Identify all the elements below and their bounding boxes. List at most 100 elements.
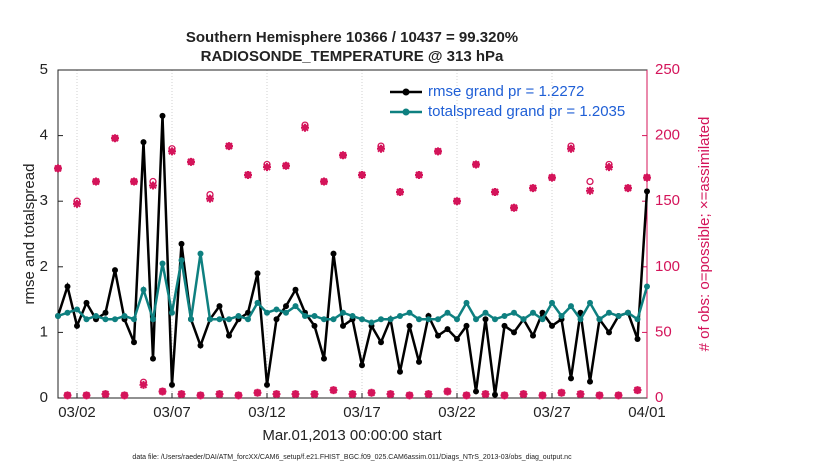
series-point bbox=[207, 316, 213, 323]
assimilated-marker bbox=[111, 134, 119, 143]
series-point bbox=[140, 139, 147, 146]
series-point bbox=[587, 299, 593, 306]
series-point bbox=[501, 313, 508, 319]
series-point bbox=[235, 313, 242, 319]
series-point bbox=[93, 313, 99, 319]
series-point bbox=[530, 332, 536, 339]
series-point bbox=[463, 299, 470, 306]
assimilated-marker bbox=[120, 391, 129, 400]
assimilated-marker bbox=[263, 163, 271, 172]
assimilated-marker bbox=[557, 388, 566, 397]
assimilated-marker bbox=[633, 386, 642, 395]
assimilated-marker bbox=[149, 181, 157, 190]
series-point bbox=[511, 309, 517, 316]
assimilated-marker bbox=[92, 177, 100, 186]
series-point bbox=[74, 322, 80, 329]
series-point bbox=[112, 316, 118, 323]
series-point bbox=[463, 322, 470, 329]
series-point bbox=[64, 309, 71, 316]
y-tick-label: 0 bbox=[40, 389, 48, 406]
assimilated-marker bbox=[462, 391, 471, 400]
series-point bbox=[159, 260, 166, 267]
series-point bbox=[568, 303, 574, 310]
assimilated-marker bbox=[529, 184, 537, 193]
series-point bbox=[568, 375, 574, 382]
series-point bbox=[140, 286, 147, 293]
x-tick-label: 03/22 bbox=[438, 404, 476, 421]
assimilated-marker bbox=[282, 161, 290, 170]
assimilated-marker bbox=[386, 390, 395, 399]
series-point bbox=[444, 309, 451, 316]
y-axis-label: rmse and totalspread bbox=[21, 164, 38, 305]
series-point bbox=[416, 358, 422, 365]
assimilated-marker bbox=[101, 390, 110, 399]
series-point bbox=[102, 316, 109, 323]
series-point bbox=[112, 267, 118, 274]
series-point bbox=[254, 270, 261, 277]
series-point bbox=[587, 378, 593, 385]
assimilated-marker bbox=[215, 390, 224, 399]
x-tick-label: 03/12 bbox=[248, 404, 286, 421]
y-tick-label: 3 bbox=[40, 192, 48, 209]
assimilated-marker bbox=[576, 390, 585, 399]
assimilated-marker bbox=[196, 391, 205, 400]
series-point bbox=[444, 326, 451, 333]
assimilated-marker bbox=[272, 390, 281, 399]
assimilated-marker bbox=[63, 391, 72, 400]
series-point bbox=[549, 299, 555, 306]
assimilated-marker bbox=[54, 164, 62, 173]
series-point bbox=[435, 332, 441, 339]
series-point bbox=[245, 316, 251, 323]
assimilated-marker bbox=[538, 391, 547, 400]
assimilated-marker bbox=[453, 197, 461, 206]
series-point bbox=[644, 188, 650, 195]
assimilated-marker bbox=[206, 194, 214, 203]
assimilated-marker bbox=[643, 173, 651, 182]
y-tick-label: 2 bbox=[40, 258, 48, 275]
series-line bbox=[56, 115, 649, 395]
series-point bbox=[625, 309, 631, 316]
series-point bbox=[549, 322, 555, 329]
assimilated-marker bbox=[348, 390, 357, 399]
series-point bbox=[340, 309, 346, 316]
series-point bbox=[634, 316, 641, 323]
series-point bbox=[378, 316, 384, 323]
series-point bbox=[283, 303, 289, 310]
assimilated-marker bbox=[415, 170, 423, 179]
series-point bbox=[321, 355, 327, 362]
series-point bbox=[577, 316, 584, 323]
assimilated-marker bbox=[253, 388, 262, 397]
series-point bbox=[292, 286, 299, 293]
x-tick-label: 03/27 bbox=[533, 404, 571, 421]
assimilated-marker bbox=[320, 177, 328, 186]
assimilated-marker bbox=[472, 160, 480, 169]
assimilated-marker bbox=[177, 390, 186, 399]
series-point bbox=[178, 257, 185, 264]
series-point bbox=[121, 313, 128, 319]
assimilated-marker bbox=[187, 157, 195, 166]
assimilated-marker bbox=[396, 188, 404, 197]
assimilated-marker bbox=[130, 177, 138, 186]
series-point bbox=[644, 283, 650, 290]
assimilated-marker bbox=[358, 170, 366, 179]
assimilated-marker bbox=[519, 390, 528, 399]
series-point bbox=[102, 309, 109, 316]
assimilated-marker bbox=[434, 147, 442, 156]
series-point bbox=[359, 362, 365, 369]
y2-axis-label: # of obs: o=possible; ×=assimilated bbox=[696, 117, 713, 352]
legend-label: rmse grand pr = 1.2272 bbox=[428, 83, 584, 100]
series-point bbox=[406, 309, 413, 316]
series-point bbox=[340, 322, 346, 329]
series-point bbox=[359, 316, 365, 323]
series-point bbox=[482, 316, 489, 323]
series-point bbox=[311, 322, 318, 329]
series-point bbox=[83, 316, 90, 323]
assimilated-marker bbox=[377, 144, 385, 153]
series-point bbox=[216, 316, 223, 323]
series-point bbox=[264, 309, 270, 316]
series-point bbox=[454, 316, 460, 323]
assimilated-marker bbox=[339, 151, 347, 160]
y-tick-label: 1 bbox=[40, 323, 48, 340]
assimilated-marker bbox=[329, 386, 338, 395]
series-point bbox=[606, 329, 612, 336]
